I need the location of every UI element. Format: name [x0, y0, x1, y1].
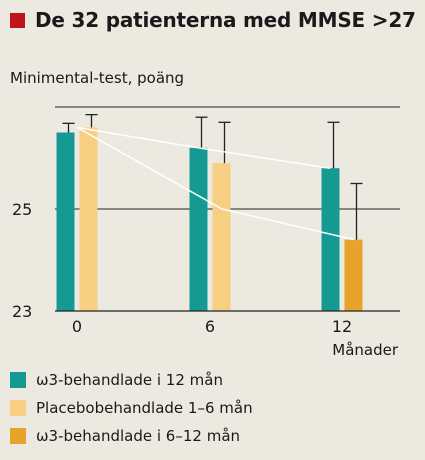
title-text: De 32 patienterna med MMSE >27 [35, 8, 416, 32]
title-marker [10, 12, 25, 28]
legend-swatch-2 [10, 400, 26, 416]
legend: ω3-behandlade i 12 mån Placebobehandlade… [10, 366, 253, 450]
x-tick-label-0: 0 [72, 317, 82, 336]
legend-item-1: ω3-behandlade i 12 mån [10, 366, 253, 394]
bar-s2-0 [79, 127, 98, 312]
trend-line-1 [76, 126, 331, 169]
bar-s1-6 [189, 147, 208, 311]
legend-label-3: ω3-behandlade i 6–12 mån [36, 427, 241, 445]
x-axis-label: Månader [332, 341, 399, 359]
trend-line-2 [76, 126, 355, 241]
y-tick-label-23: 23 [12, 302, 32, 321]
bar-s3-12 [344, 239, 363, 311]
bar-s1-0 [56, 132, 75, 311]
bar-s1-12 [321, 168, 340, 311]
legend-item-3: ω3-behandlade i 6–12 mån [10, 422, 253, 450]
chart-title: De 32 patienterna med MMSE >27 [10, 8, 416, 32]
x-tick-label-12: 12 [332, 317, 352, 336]
chart-plot: 23 25 0 6 12 Månader [12, 106, 400, 359]
bar-s2-6 [212, 163, 231, 311]
legend-swatch-1 [10, 372, 26, 388]
y-tick-label-25: 25 [12, 200, 32, 219]
legend-item-2: Placebobehandlade 1–6 mån [10, 394, 253, 422]
legend-swatch-3 [10, 428, 26, 444]
x-tick-label-6: 6 [205, 317, 215, 336]
legend-label-1: ω3-behandlade i 12 mån [36, 371, 223, 389]
y-axis-label: Minimental-test, poäng [10, 69, 185, 87]
legend-label-2: Placebobehandlade 1–6 mån [36, 399, 253, 417]
